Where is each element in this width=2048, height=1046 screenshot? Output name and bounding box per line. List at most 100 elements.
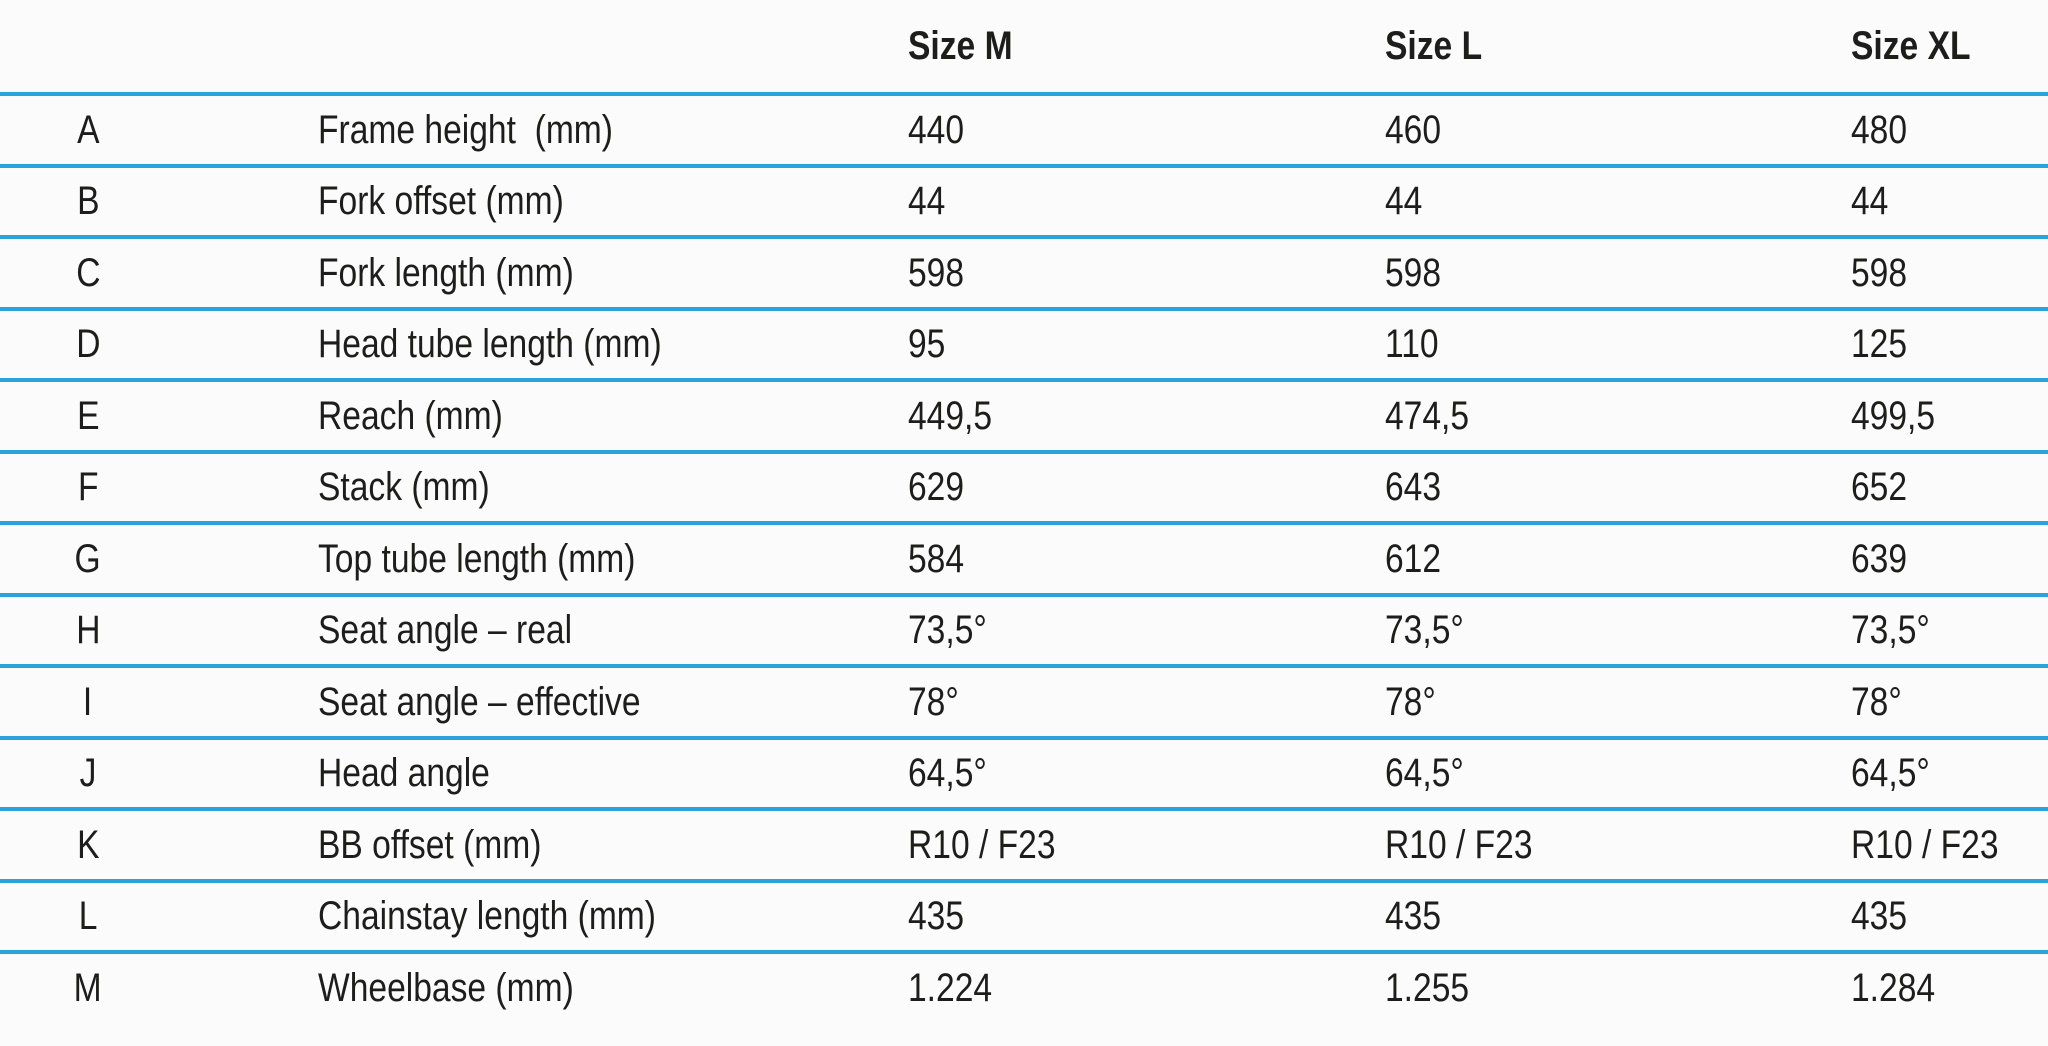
column-header-size-l-label: Size L [1385, 24, 1483, 68]
cell-size-l: 643 [1385, 465, 1442, 510]
cell-size-m: R10 / F23 [908, 822, 1056, 867]
cell-size-m: 95 [908, 322, 946, 367]
row-label-cell: Seat angle – effective [176, 682, 908, 722]
cell-size-l: 1.255 [1385, 965, 1470, 1010]
table-row: F Stack (mm) 629 643 652 [0, 449, 2048, 522]
cell-size-xl: 78° [1851, 679, 1902, 724]
row-key-cell: A [0, 110, 176, 150]
row-label-cell: Top tube length (mm) [176, 539, 908, 579]
cell-size-xl: 652 [1851, 465, 1908, 510]
table-row: D Head tube length (mm) 95 110 125 [0, 306, 2048, 379]
cell-size-l: 612 [1385, 536, 1442, 581]
cell-size-l: 598 [1385, 250, 1442, 295]
cell-size-l: 435 [1385, 894, 1442, 939]
row-label-cell: Head angle [176, 753, 908, 793]
cell-size-xl: 64,5° [1851, 751, 1930, 796]
table-row: B Fork offset (mm) 44 44 44 [0, 163, 2048, 236]
row-label-cell: Fork length (mm) [176, 253, 908, 293]
cell-size-xl: 73,5° [1851, 608, 1930, 653]
row-key-cell: E [0, 396, 176, 436]
table-body: A Frame height (mm) 440 460 480 B Fork o… [0, 92, 2048, 1022]
table-row: G Top tube length (mm) 584 612 639 [0, 521, 2048, 593]
cell-size-l: R10 / F23 [1385, 822, 1533, 867]
table-row: K BB offset (mm) R10 / F23 R10 / F23 R10… [0, 807, 2048, 879]
row-key: G [74, 536, 102, 581]
row-label-cell: Stack (mm) [176, 467, 908, 507]
cell-size-xl: 1.284 [1851, 965, 1936, 1010]
row-key: B [76, 179, 100, 224]
row-key: E [76, 393, 100, 438]
cell-size-xl: 435 [1851, 894, 1908, 939]
row-label: Chainstay length (mm) [318, 894, 656, 939]
table-row: I Seat angle – effective 78° 78° 78° [0, 664, 2048, 736]
column-header-size-l: Size L [1385, 26, 1851, 66]
row-label: Head angle [318, 751, 490, 796]
row-key-cell: I [0, 682, 176, 722]
cell-size-m: 440 [908, 107, 965, 152]
row-key: L [78, 894, 98, 939]
cell-size-xl: 44 [1851, 179, 1889, 224]
row-label-cell: Reach (mm) [176, 396, 908, 436]
table-row: C Fork length (mm) 598 598 598 [0, 235, 2048, 307]
table-row: E Reach (mm) 449,5 474,5 499,5 [0, 378, 2048, 450]
cell-size-l: 44 [1385, 179, 1423, 224]
cell-size-xl: 598 [1851, 250, 1908, 295]
row-label: Stack (mm) [318, 465, 490, 510]
row-label-cell: Chainstay length (mm) [176, 896, 908, 936]
cell-size-l: 460 [1385, 107, 1442, 152]
row-label: Seat angle – real [318, 608, 573, 653]
table-row: L Chainstay length (mm) 435 435 435 [0, 878, 2048, 951]
cell-size-xl: 125 [1851, 322, 1908, 367]
column-header-size-m-label: Size M [908, 24, 1013, 68]
row-label: Head tube length (mm) [318, 322, 662, 367]
row-key: K [76, 822, 100, 867]
cell-size-xl: R10 / F23 [1851, 822, 1999, 867]
table-row: A Frame height (mm) 440 460 480 [0, 92, 2048, 164]
row-label: Fork offset (mm) [318, 179, 564, 224]
row-key: J [79, 751, 97, 796]
cell-size-m: 73,5° [908, 608, 987, 653]
row-label-cell: BB offset (mm) [176, 825, 908, 865]
row-key-cell: J [0, 753, 176, 793]
cell-size-xl: 639 [1851, 536, 1908, 581]
column-header-size-xl: Size XL [1851, 26, 2048, 66]
cell-size-m: 64,5° [908, 751, 987, 796]
column-header-size-xl-label: Size XL [1851, 24, 1971, 68]
row-label: Fork length (mm) [318, 250, 574, 295]
table-row: M Wheelbase (mm) 1.224 1.255 1.284 [0, 950, 2048, 1022]
row-key-cell: G [0, 539, 176, 579]
row-key: I [83, 679, 93, 724]
row-key-cell: C [0, 253, 176, 293]
row-key-cell: L [0, 896, 176, 936]
row-label-cell: Seat angle – real [176, 610, 908, 650]
row-key-cell: D [0, 324, 176, 364]
row-key-cell: F [0, 467, 176, 507]
cell-size-xl: 499,5 [1851, 393, 1936, 438]
row-label-cell: Wheelbase (mm) [176, 968, 908, 1008]
cell-size-m: 435 [908, 894, 965, 939]
row-key-cell: K [0, 825, 176, 865]
column-header-size-m: Size M [908, 26, 1385, 66]
cell-size-m: 78° [908, 679, 959, 724]
row-key: M [73, 965, 102, 1010]
table-row: H Seat angle – real 73,5° 73,5° 73,5° [0, 592, 2048, 665]
row-label-cell: Head tube length (mm) [176, 324, 908, 364]
row-key: C [75, 250, 101, 295]
row-key-cell: B [0, 181, 176, 221]
table-header-row: Size M Size L Size XL [0, 0, 2048, 92]
cell-size-l: 73,5° [1385, 608, 1464, 653]
cell-size-l: 78° [1385, 679, 1436, 724]
table-row: J Head angle 64,5° 64,5° 64,5° [0, 735, 2048, 808]
row-label: Frame height (mm) [318, 107, 613, 152]
row-label: Wheelbase (mm) [318, 965, 574, 1010]
row-label: Seat angle – effective [318, 679, 641, 724]
row-label: BB offset (mm) [318, 822, 542, 867]
cell-size-m: 449,5 [908, 393, 993, 438]
row-label: Top tube length (mm) [318, 536, 636, 581]
row-label-cell: Fork offset (mm) [176, 181, 908, 221]
cell-size-m: 584 [908, 536, 965, 581]
row-label: Reach (mm) [318, 393, 503, 438]
row-key-cell: H [0, 610, 176, 650]
cell-size-l: 474,5 [1385, 393, 1470, 438]
